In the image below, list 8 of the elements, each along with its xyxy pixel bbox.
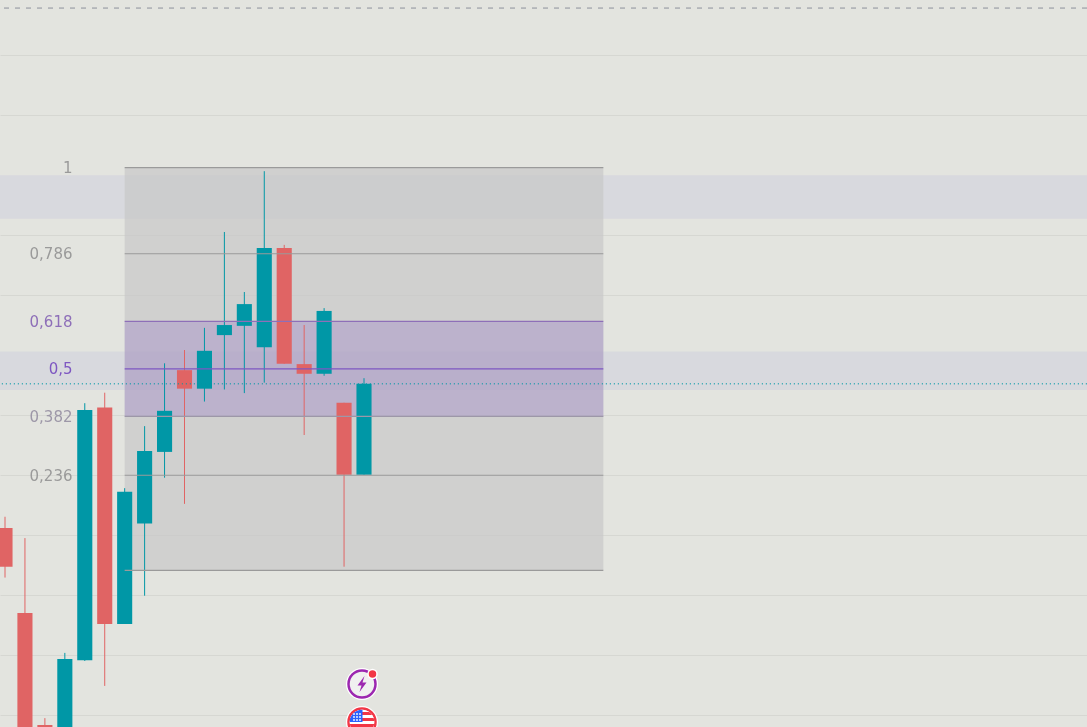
y-tick-label: 0,618 <box>29 312 73 331</box>
y-tick-label: 0,382 <box>29 407 73 426</box>
y-tick-label: 0,5 <box>48 360 73 379</box>
candlestick <box>176 349 193 505</box>
y-tick-label: 1 <box>62 159 73 178</box>
y-tick-label: 0,786 <box>29 245 73 264</box>
candlestick <box>37 717 53 727</box>
y-tick-label: 0,236 <box>29 466 73 485</box>
